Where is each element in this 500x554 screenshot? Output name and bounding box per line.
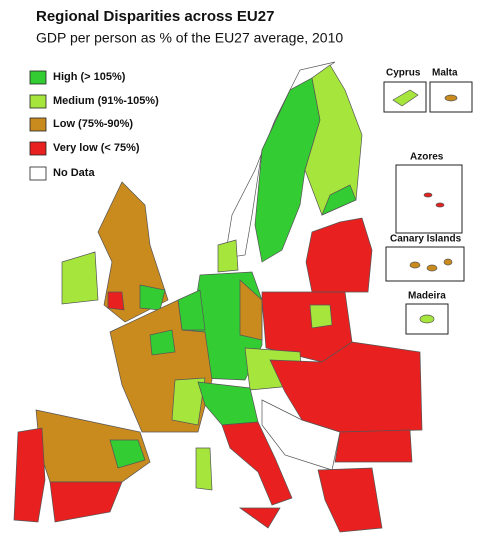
region	[149, 329, 176, 356]
inset-label: Cyprus	[386, 68, 421, 79]
region	[317, 467, 383, 533]
region	[435, 202, 445, 208]
legend-label: Medium (91%-105%)	[53, 95, 159, 107]
region	[221, 421, 293, 506]
europe	[13, 61, 423, 533]
legend-label: Low (75%-90%)	[53, 118, 133, 130]
region	[197, 381, 259, 426]
region	[238, 507, 281, 529]
legend-swatch	[29, 166, 47, 181]
legend-swatch	[29, 94, 47, 109]
region	[254, 77, 321, 263]
region	[177, 289, 206, 331]
region	[239, 279, 263, 341]
region	[49, 481, 123, 523]
legend-label: No Data	[53, 167, 95, 179]
region	[217, 239, 239, 273]
inset-box	[385, 246, 465, 282]
insets: Cyprus Malta Azores Canary Islands Madei…	[383, 68, 473, 335]
region	[305, 217, 373, 293]
region	[409, 261, 421, 269]
inset-label: Madeira	[408, 291, 446, 302]
region	[61, 251, 99, 305]
region	[195, 447, 213, 491]
legend-label: High (> 105%)	[53, 71, 126, 83]
inset-label: Canary Islands	[390, 234, 462, 245]
region	[107, 291, 125, 311]
region	[321, 184, 357, 216]
region	[171, 377, 206, 426]
legend-swatch	[29, 117, 47, 132]
region	[443, 258, 453, 266]
region	[426, 264, 438, 272]
region	[309, 304, 333, 329]
region	[423, 192, 433, 198]
region	[109, 439, 146, 469]
inset-label: Malta	[432, 68, 458, 79]
legend-label: Very low (< 75%)	[53, 142, 140, 154]
region	[334, 429, 413, 463]
title: Regional Disparities across EU27	[36, 8, 274, 25]
region	[444, 94, 458, 102]
region	[392, 89, 419, 107]
region	[269, 341, 423, 433]
inset-label: Azores	[410, 152, 444, 163]
inset-box	[395, 164, 463, 234]
subtitle: GDP per person as % of the EU27 average,…	[36, 30, 343, 46]
legend-swatch	[29, 141, 47, 156]
region	[13, 427, 46, 523]
legend-swatch	[29, 70, 47, 85]
region	[419, 314, 435, 324]
legend: High (> 105%) Medium (91%-105%) Low (75%-9…	[29, 70, 159, 181]
